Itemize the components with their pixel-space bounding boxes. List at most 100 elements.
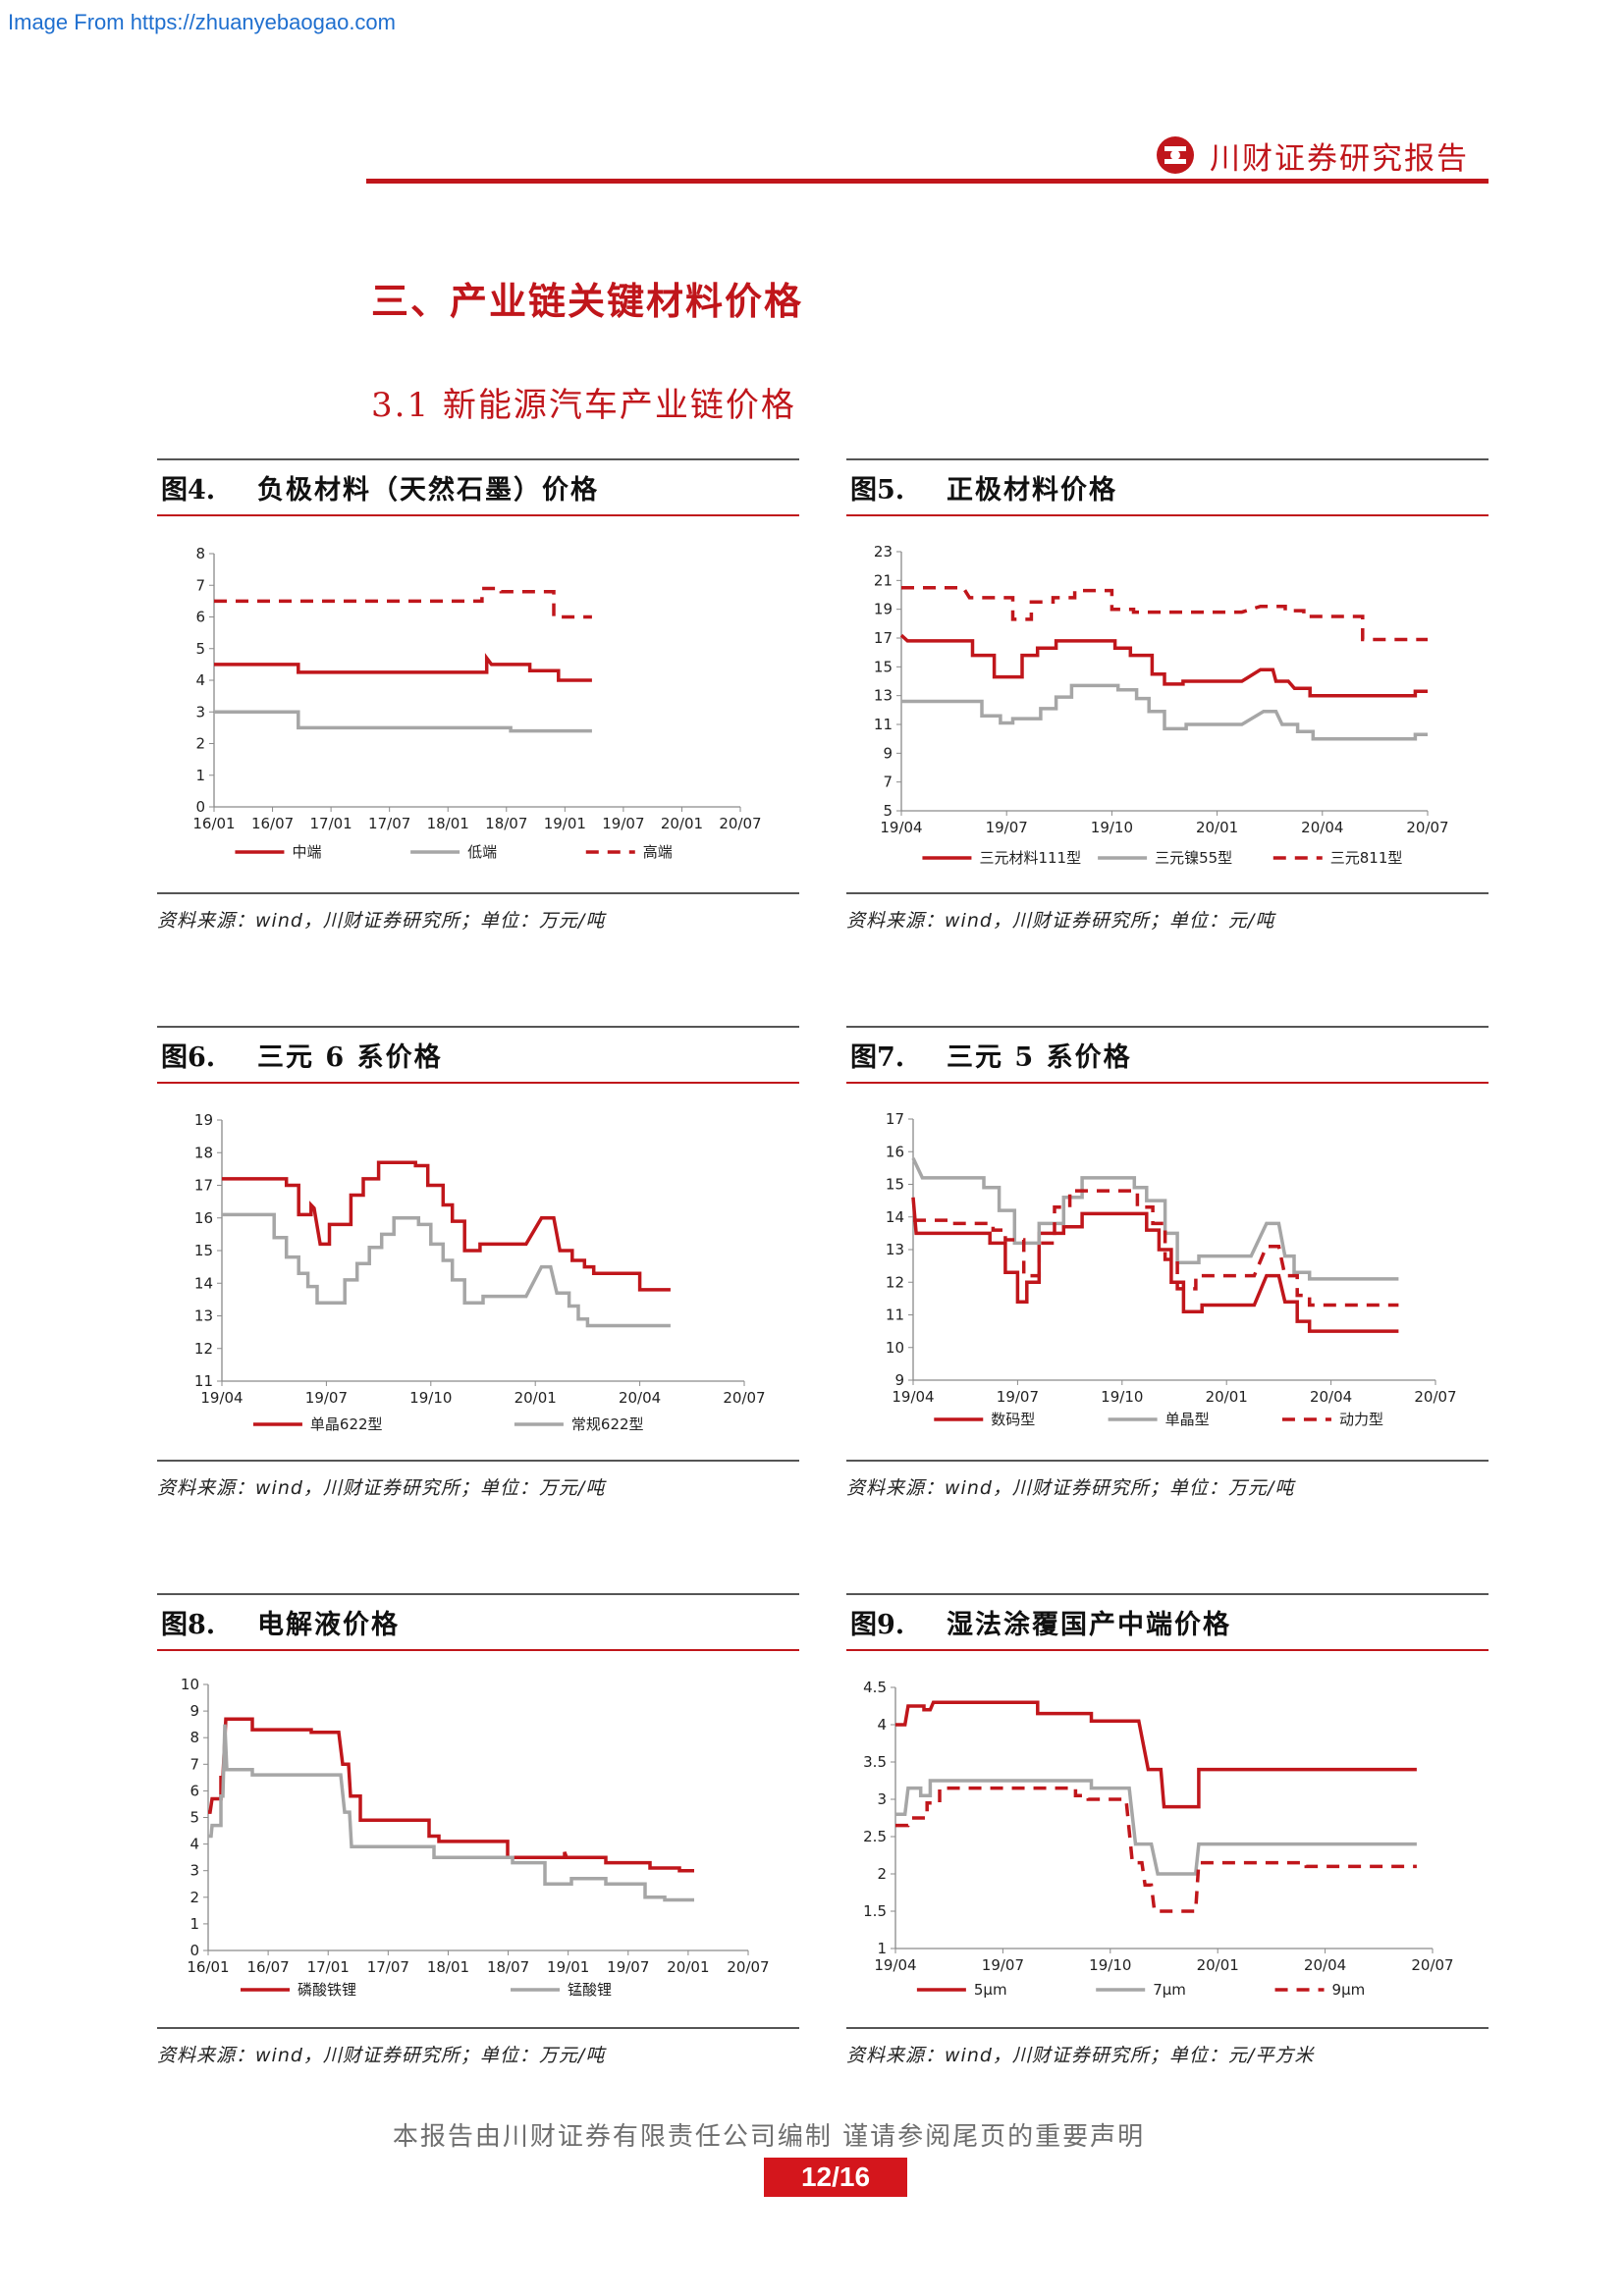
chart-legend: 磷酸铁锂 锰酸锂 [241, 1981, 612, 1999]
y-tick-label: 3 [189, 1862, 199, 1880]
chart-electrolyte-price: 0 1 2 3 4 5 6 7 8 9 10 16/01 16/07 17/01 17/07 18/01 18/… [181, 1676, 770, 1999]
figure-chart-area: 0 1 2 3 4 5 6 7 8 9 10 16/01 16/07 17/01 17/07 18/01 18/… [157, 1651, 799, 2029]
series-line-1 [222, 1212, 671, 1328]
x-tick-label: 19/07 [982, 1956, 1024, 1974]
figure-title: 三元 6 系价格 [257, 1042, 443, 1073]
chart-ncm5-price: 9 10 11 12 13 14 15 16 17 19/04 19/07 19/10 20/01 20/… [886, 1110, 1457, 1428]
legend-label: 7μm [1153, 1981, 1186, 1999]
series-line-2 [901, 585, 1428, 642]
section-heading: 三、产业链关键材料价格 [371, 279, 804, 323]
y-tick-label: 14 [886, 1208, 904, 1226]
chart-axes: 11 12 13 14 15 16 17 18 19 19/04 19/07 19/10 20/01 20… [194, 1111, 766, 1407]
x-tick-label: 19/07 [607, 1958, 649, 1976]
x-tick-label: 19/04 [892, 1388, 934, 1406]
x-tick-label: 19/04 [874, 1956, 916, 1974]
figure-header: 图7. 三元 5 系价格 [846, 1026, 1489, 1084]
x-tick-label: 20/07 [719, 815, 761, 832]
figure-header: 图8. 电解液价格 [157, 1593, 799, 1651]
chart-axes: 0 1 2 3 4 5 6 7 8 16/01 16/07 17/01 17/07 18/01 18/07 1… [192, 545, 761, 832]
x-tick-label: 20/07 [723, 1389, 765, 1407]
y-tick-label: 6 [195, 609, 205, 626]
y-tick-label: 13 [874, 687, 893, 705]
series-line-1 [214, 710, 592, 733]
x-tick-label: 19/10 [409, 1389, 452, 1407]
legend-label: 9μm [1332, 1981, 1366, 1999]
y-tick-label: 19 [194, 1111, 213, 1129]
x-tick-label: 20/04 [1301, 819, 1343, 836]
x-tick-label: 19/07 [602, 815, 644, 832]
y-tick-label: 17 [194, 1177, 213, 1195]
figure-9: 图9. 湿法涂覆国产中端价格 1 1.5 2 2.5 3 3.5 4 4.5 19/04 19/0… [846, 1593, 1489, 2067]
x-tick-label: 20/07 [1406, 819, 1448, 836]
y-tick-label: 4 [195, 671, 205, 689]
y-tick-label: 16 [886, 1143, 904, 1160]
y-tick-label: 5 [195, 640, 205, 658]
figure-header: 图4. 负极材料（天然石墨）价格 [157, 458, 799, 516]
figure-header: 图9. 湿法涂覆国产中端价格 [846, 1593, 1489, 1651]
y-tick-label: 9 [883, 744, 893, 762]
series-line-1 [895, 1779, 1417, 1876]
figure-number: 图5. [850, 475, 905, 506]
x-tick-label: 19/04 [880, 819, 922, 836]
y-tick-label: 18 [194, 1144, 213, 1161]
legend-label: 单晶622型 [310, 1415, 383, 1433]
y-tick-label: 9 [894, 1371, 904, 1389]
x-tick-label: 16/01 [192, 815, 235, 832]
y-tick-label: 10 [181, 1676, 199, 1693]
y-tick-label: 4.5 [863, 1679, 887, 1696]
y-tick-label: 1 [877, 1940, 887, 1957]
figure-header: 图6. 三元 6 系价格 [157, 1026, 799, 1084]
y-tick-label: 8 [189, 1729, 199, 1746]
x-tick-label: 19/10 [1101, 1388, 1143, 1406]
figure-source: 资料来源：wind，川财证券研究所；单位：万元/吨 [846, 1477, 1295, 1499]
figure-title: 正极材料价格 [947, 475, 1117, 506]
x-tick-label: 16/07 [251, 815, 294, 832]
chart-axes: 9 10 11 12 13 14 15 16 17 19/04 19/07 19/10 20/01 20/… [886, 1110, 1457, 1406]
series-line-2 [214, 586, 592, 619]
y-tick-label: 12 [886, 1273, 904, 1291]
figure-6: 图6. 三元 6 系价格 11 12 13 14 15 16 17 18 19 19/04 19/0… [157, 1026, 799, 1500]
x-tick-label: 17/01 [309, 815, 352, 832]
y-tick-label: 21 [874, 571, 893, 589]
legend-label: 高端 [643, 843, 673, 861]
brand-name: 川财证券研究报告 [1210, 140, 1469, 177]
figure-source: 资料来源：wind，川财证券研究所；单位：元/吨 [846, 910, 1275, 932]
y-tick-label: 5 [883, 802, 893, 820]
y-tick-label: 11 [874, 716, 893, 733]
page-number: 12/16 [764, 2158, 907, 2197]
figure-8: 图8. 电解液价格 0 1 2 3 4 5 6 7 8 9 10 16/01 16/07 17/01 17/… [157, 1593, 799, 2067]
x-tick-label: 20/07 [1411, 1956, 1453, 1974]
legend-label: 锰酸锂 [568, 1981, 612, 1999]
y-tick-label: 2 [195, 735, 205, 753]
source-link[interactable]: Image From https://zhuanyebaogao.com [8, 10, 396, 34]
x-tick-label: 19/07 [305, 1389, 348, 1407]
series-line-0 [895, 1700, 1417, 1809]
figure-chart-area: 1 1.5 2 2.5 3 3.5 4 4.5 19/04 19/07 19/10 20/01 20/0… [846, 1651, 1489, 2029]
x-tick-label: 16/07 [246, 1958, 289, 1976]
figure-number: 图4. [161, 475, 216, 506]
y-tick-label: 1 [195, 767, 205, 784]
figure-chart-area: 9 10 11 12 13 14 15 16 17 19/04 19/07 19/10 20/01 20/… [846, 1084, 1489, 1462]
x-tick-label: 18/01 [427, 1958, 469, 1976]
legend-label: 数码型 [991, 1411, 1035, 1428]
figure-source: 资料来源：wind，川财证券研究所；单位：万元/吨 [157, 910, 606, 932]
y-tick-label: 13 [886, 1241, 904, 1258]
figure-5: 图5. 正极材料价格 5 7 9 11 13 15 17 19 21 23 19/04 19/07 19… [846, 458, 1489, 933]
legend-label: 5μm [974, 1981, 1007, 1999]
figure-chart-area: 5 7 9 11 13 15 17 19 21 23 19/04 19/07 19/10 20/01 20/… [846, 516, 1489, 894]
y-tick-label: 19 [874, 601, 893, 618]
x-tick-label: 20/01 [1197, 1956, 1239, 1974]
y-tick-label: 11 [886, 1307, 904, 1324]
figure-source: 资料来源：wind，川财证券研究所；单位：元/平方米 [846, 2045, 1315, 2066]
figure-title: 三元 5 系价格 [947, 1042, 1132, 1073]
y-tick-label: 0 [189, 1942, 199, 1959]
chart-legend: 中端 低端 高端 [235, 843, 673, 861]
figure-title: 电解液价格 [257, 1610, 400, 1640]
y-tick-label: 15 [194, 1242, 213, 1259]
legend-label: 中端 [292, 843, 321, 861]
legend-label: 三元811型 [1330, 849, 1403, 867]
figure-title: 湿法涂覆国产中端价格 [947, 1610, 1231, 1640]
y-tick-label: 4 [877, 1716, 887, 1734]
x-tick-label: 20/07 [727, 1958, 769, 1976]
x-tick-label: 18/07 [487, 1958, 529, 1976]
